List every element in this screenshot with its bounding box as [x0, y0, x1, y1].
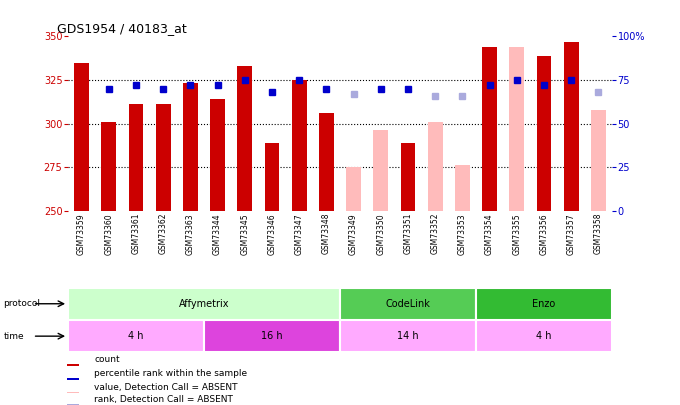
Bar: [237, 66, 252, 211]
Bar: [101, 122, 116, 211]
Bar: [210, 99, 225, 211]
Text: GSM73359: GSM73359: [77, 213, 86, 254]
Text: GSM73354: GSM73354: [485, 213, 494, 254]
Text: GSM73363: GSM73363: [186, 213, 195, 254]
Text: 14 h: 14 h: [397, 331, 419, 341]
Text: GSM73353: GSM73353: [458, 213, 467, 254]
Bar: [340, 288, 476, 320]
Text: 16 h: 16 h: [261, 331, 283, 341]
Bar: [509, 47, 524, 211]
Bar: [68, 320, 204, 352]
Text: GSM73358: GSM73358: [594, 213, 603, 254]
Text: 4 h: 4 h: [129, 331, 143, 341]
Bar: [129, 104, 143, 211]
Bar: [67, 364, 80, 365]
Text: GSM73347: GSM73347: [294, 213, 304, 254]
Text: GSM73345: GSM73345: [240, 213, 250, 254]
Text: time: time: [3, 332, 24, 341]
Bar: [401, 143, 415, 211]
Bar: [476, 320, 612, 352]
Bar: [183, 83, 198, 211]
Bar: [428, 122, 443, 211]
Text: GSM73346: GSM73346: [267, 213, 277, 254]
Bar: [564, 42, 579, 211]
Bar: [67, 378, 80, 380]
Bar: [156, 104, 171, 211]
Text: GSM73362: GSM73362: [158, 213, 168, 254]
Bar: [537, 55, 551, 211]
Bar: [68, 288, 340, 320]
Text: value, Detection Call = ABSENT: value, Detection Call = ABSENT: [94, 383, 237, 392]
Bar: [482, 47, 497, 211]
Text: GSM73344: GSM73344: [213, 213, 222, 254]
Text: GSM73349: GSM73349: [349, 213, 358, 254]
Text: GSM73355: GSM73355: [512, 213, 522, 254]
Text: Affymetrix: Affymetrix: [179, 299, 229, 309]
Bar: [292, 80, 307, 211]
Bar: [455, 165, 470, 211]
Bar: [204, 320, 340, 352]
Bar: [373, 130, 388, 211]
Bar: [373, 130, 388, 211]
Bar: [265, 143, 279, 211]
Text: GDS1954 / 40183_at: GDS1954 / 40183_at: [57, 22, 187, 35]
Bar: [346, 167, 361, 211]
Text: GSM73361: GSM73361: [131, 213, 141, 254]
Text: GSM73348: GSM73348: [322, 213, 331, 254]
Text: CodeLink: CodeLink: [386, 299, 430, 309]
Bar: [67, 392, 80, 393]
Text: GSM73350: GSM73350: [376, 213, 386, 254]
Text: count: count: [94, 355, 120, 364]
Text: 4 h: 4 h: [537, 331, 551, 341]
Text: percentile rank within the sample: percentile rank within the sample: [94, 369, 248, 378]
Text: GSM73357: GSM73357: [566, 213, 576, 254]
Text: GSM73351: GSM73351: [403, 213, 413, 254]
Bar: [476, 288, 612, 320]
Text: protocol: protocol: [3, 299, 40, 308]
Bar: [74, 62, 89, 211]
Bar: [67, 404, 80, 405]
Bar: [591, 110, 606, 211]
Text: Enzo: Enzo: [532, 299, 556, 309]
Bar: [319, 113, 334, 211]
Text: GSM73352: GSM73352: [430, 213, 440, 254]
Bar: [340, 320, 476, 352]
Text: GSM73360: GSM73360: [104, 213, 114, 254]
Text: rank, Detection Call = ABSENT: rank, Detection Call = ABSENT: [94, 395, 233, 404]
Text: GSM73356: GSM73356: [539, 213, 549, 254]
